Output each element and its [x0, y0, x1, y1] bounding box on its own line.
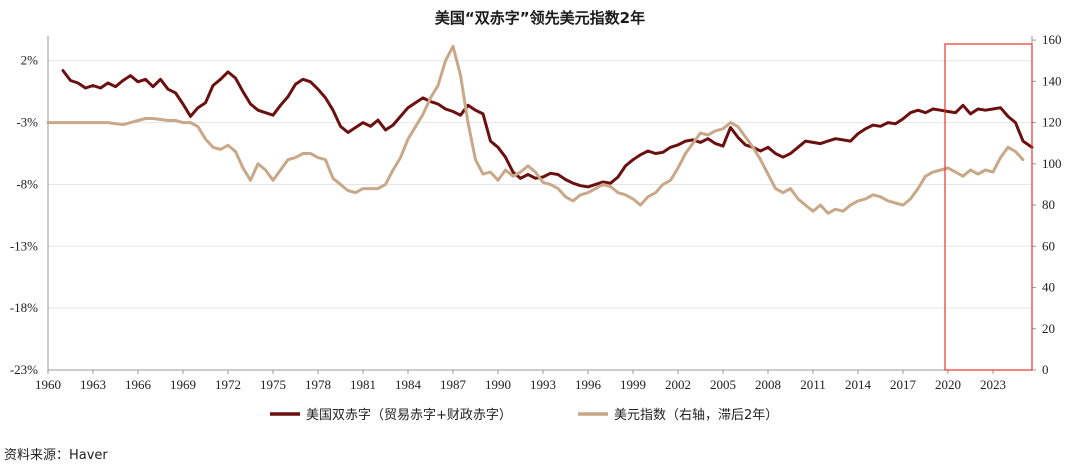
y-left-tick-label: -8%: [16, 176, 38, 191]
y-right-tick-label: 100: [1042, 156, 1062, 171]
x-tick-label: 1960: [35, 377, 61, 392]
y-right-tick-label: 80: [1042, 197, 1055, 212]
y-left-tick-label: -18%: [10, 300, 38, 315]
x-tick-label: 1996: [575, 377, 602, 392]
x-tick-label: 1981: [350, 377, 376, 392]
x-tick-label: 1999: [620, 377, 646, 392]
y-left-tick-label: 2%: [21, 53, 39, 68]
legend-label-2: 美元指数（右轴，滞后2年）: [614, 408, 778, 423]
y-left-tick-label: -23%: [10, 362, 38, 377]
series-group: [46, 44, 1034, 215]
x-tick-label: 1993: [530, 377, 556, 392]
series-line-2: [46, 44, 1025, 215]
chart-title: 美国“双赤字”领先美元指数2年: [435, 9, 645, 27]
legend-label-1: 美国双赤字（贸易赤字+财政赤字）: [306, 408, 512, 423]
x-tick-label: 2011: [800, 377, 826, 392]
y-right-tick-label: 20: [1042, 321, 1055, 336]
x-tick-label: 1990: [485, 377, 511, 392]
x-tick-label: 2020: [935, 377, 961, 392]
y-right-tick-label: 160: [1042, 32, 1062, 47]
x-tick-label: 2008: [755, 377, 781, 392]
x-tick-label: 2017: [890, 377, 917, 392]
x-tick-label: 2023: [980, 377, 1006, 392]
x-tick-label: 1987: [440, 377, 467, 392]
highlight-box: [944, 43, 1033, 371]
y-right-tick-label: 40: [1042, 280, 1055, 295]
x-tick-label: 2002: [665, 377, 691, 392]
y-right-tick-label: 120: [1042, 115, 1062, 130]
series-line-1: [61, 69, 1034, 189]
x-tick-label: 1963: [80, 377, 106, 392]
y-left-tick-label: -13%: [10, 238, 38, 253]
y-right-tick-label: 140: [1042, 73, 1062, 88]
y-right-tick-label: 0: [1042, 362, 1049, 377]
legend: 美国双赤字（贸易赤字+财政赤字） 美元指数（右轴，滞后2年）: [270, 408, 778, 423]
x-tick-label: 1978: [305, 377, 331, 392]
x-tick-label: 1975: [260, 377, 286, 392]
x-tick-label: 2014: [845, 377, 872, 392]
x-tick-label: 1966: [125, 377, 152, 392]
axes: 2% -3% -8% -13% -18% -23% 0 20 40 60 80 100 120 140 16…: [10, 32, 1062, 392]
y-left-tick-label: -3%: [16, 115, 38, 130]
x-tick-label: 1984: [395, 377, 422, 392]
x-tick-label: 1969: [170, 377, 196, 392]
x-tick-label: 1972: [215, 377, 241, 392]
y-right-tick-label: 60: [1042, 238, 1055, 253]
source-note: 资料来源：Haver: [4, 448, 108, 463]
x-tick-label: 2005: [710, 377, 736, 392]
grid-lines: [48, 60, 1032, 371]
